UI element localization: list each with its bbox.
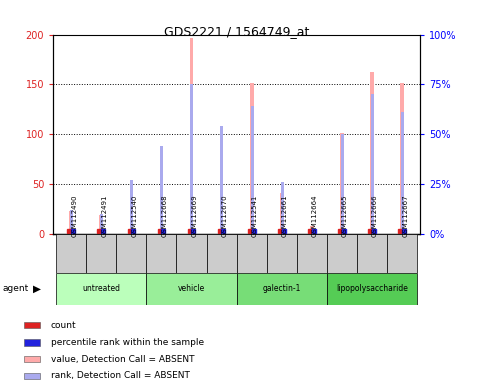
Text: GSM112540: GSM112540 [131, 195, 137, 237]
Text: GSM112667: GSM112667 [402, 195, 408, 237]
Bar [70, 211, 73, 234]
Text: untreated: untreated [82, 285, 120, 293]
Text: percentile rank within the sample: percentile rank within the sample [51, 338, 204, 347]
Bar [129, 194, 133, 234]
Bar [357, 234, 387, 273]
Text: GSM112665: GSM112665 [342, 195, 348, 237]
Text: GSM112670: GSM112670 [222, 195, 227, 237]
Text: GSM112664: GSM112664 [312, 195, 318, 237]
Text: rank, Detection Call = ABSENT: rank, Detection Call = ABSENT [51, 371, 190, 380]
Bar [190, 38, 193, 234]
Bar [387, 234, 417, 273]
Bar [220, 126, 224, 234]
Bar [250, 83, 254, 234]
Bar [311, 228, 313, 234]
Text: GDS2221 / 1564749_at: GDS2221 / 1564749_at [164, 25, 309, 38]
Text: GSM112668: GSM112668 [161, 195, 168, 237]
Text: count: count [51, 321, 76, 330]
Bar [341, 134, 344, 234]
Text: agent: agent [2, 284, 28, 293]
Bar [100, 214, 103, 234]
Bar [56, 273, 146, 305]
Text: GSM112490: GSM112490 [71, 195, 77, 237]
Bar [207, 234, 237, 273]
Bar [371, 94, 374, 234]
Bar [267, 234, 297, 273]
Bar [24, 356, 40, 362]
Bar [237, 273, 327, 305]
Bar [86, 234, 116, 273]
Text: value, Detection Call = ABSENT: value, Detection Call = ABSENT [51, 354, 194, 364]
Bar [297, 234, 327, 273]
Bar [281, 182, 284, 234]
Text: galectin-1: galectin-1 [263, 285, 301, 293]
Bar [160, 146, 163, 234]
Bar [99, 215, 103, 234]
Text: ▶: ▶ [33, 284, 41, 294]
Bar [24, 339, 40, 346]
Text: GSM112491: GSM112491 [101, 195, 107, 237]
Bar [56, 234, 86, 273]
Bar [251, 106, 254, 234]
Bar [176, 234, 207, 273]
Bar [116, 234, 146, 273]
Bar [400, 83, 404, 234]
Bar [190, 84, 193, 234]
Bar [401, 113, 404, 234]
Text: vehicle: vehicle [178, 285, 205, 293]
Bar [146, 273, 237, 305]
Bar [327, 273, 417, 305]
Bar [220, 147, 224, 234]
Bar [146, 234, 176, 273]
Text: GSM112661: GSM112661 [282, 195, 288, 237]
Bar [370, 71, 374, 234]
Bar [280, 193, 284, 234]
Bar [24, 322, 40, 328]
Text: GSM112541: GSM112541 [252, 195, 258, 237]
Bar [70, 210, 73, 234]
Bar [310, 226, 313, 234]
Bar [327, 234, 357, 273]
Bar [340, 133, 344, 234]
Text: GSM112666: GSM112666 [372, 195, 378, 237]
Bar [160, 181, 163, 234]
Text: lipopolysaccharide: lipopolysaccharide [336, 285, 408, 293]
Bar [24, 372, 40, 379]
Bar [130, 180, 133, 234]
Bar [237, 234, 267, 273]
Text: GSM112669: GSM112669 [192, 195, 198, 237]
